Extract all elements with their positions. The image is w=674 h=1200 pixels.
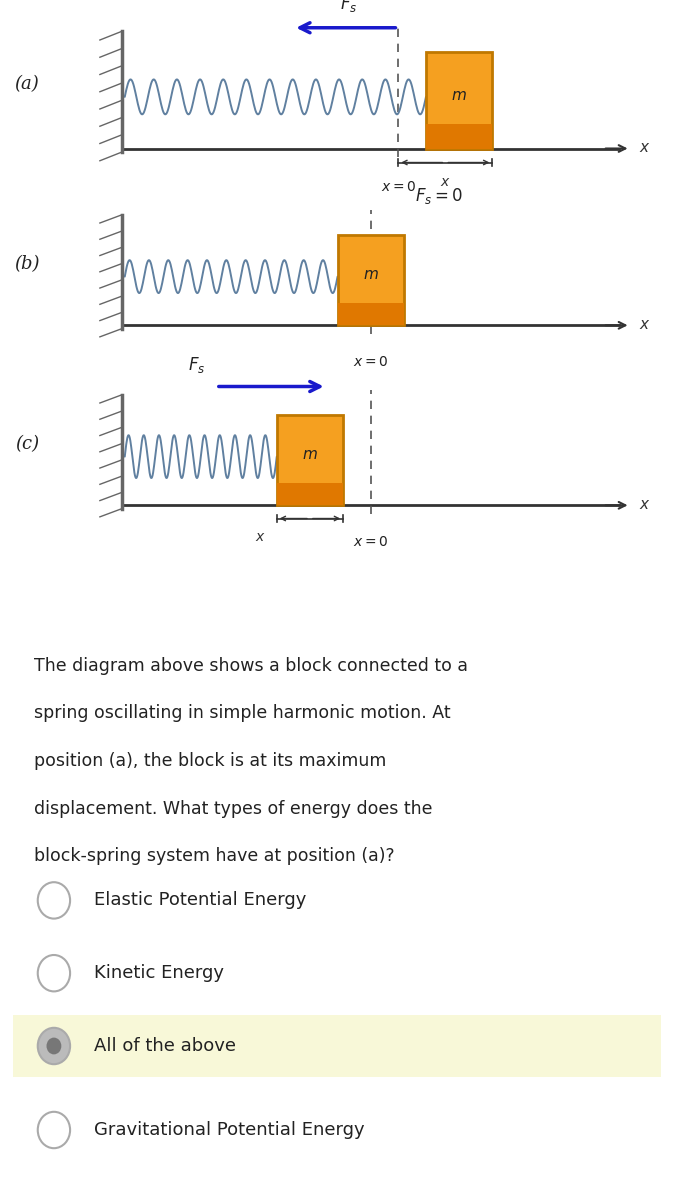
Ellipse shape [47,1038,61,1055]
Text: block-spring system have at position (a)?: block-spring system have at position (a)… [34,847,394,865]
Text: (c): (c) [15,436,39,454]
Text: $x$: $x$ [255,530,266,544]
Ellipse shape [38,1111,70,1148]
Text: The diagram above shows a block connected to a: The diagram above shows a block connecte… [34,656,468,674]
Text: $F_s = 0$: $F_s = 0$ [415,186,463,206]
Bar [277,414,343,505]
Text: (a): (a) [15,74,39,92]
Bar [426,53,492,149]
Bar [277,482,343,505]
Text: $m$: $m$ [451,89,467,102]
Bar [13,1015,661,1076]
Text: $m$: $m$ [302,449,318,462]
Text: Elastic Potential Energy: Elastic Potential Energy [94,892,307,910]
Text: $x$: $x$ [639,498,650,512]
Ellipse shape [38,882,70,919]
Text: $x$: $x$ [639,142,650,156]
Text: $F_s$: $F_s$ [340,0,357,13]
Bar [338,234,404,325]
Text: $F_s$: $F_s$ [188,355,206,374]
Text: $x$: $x$ [440,175,451,188]
Ellipse shape [38,1027,70,1064]
Text: $x$: $x$ [639,318,650,332]
Text: $x = 0$: $x = 0$ [381,180,416,194]
Text: Gravitational Potential Energy: Gravitational Potential Energy [94,1121,365,1139]
Text: displacement. What types of energy does the: displacement. What types of energy does … [34,799,432,817]
Text: $x = 0$: $x = 0$ [353,535,388,550]
Text: $m$: $m$ [363,269,379,282]
Text: All of the above: All of the above [94,1037,237,1055]
Ellipse shape [38,955,70,991]
Bar [338,302,404,325]
Text: $x = 0$: $x = 0$ [353,355,388,368]
Text: spring oscillating in simple harmonic motion. At: spring oscillating in simple harmonic mo… [34,704,450,722]
Text: (b): (b) [14,256,40,274]
Bar [426,125,492,149]
Text: Kinetic Energy: Kinetic Energy [94,965,224,982]
Text: position (a), the block is at its maximum: position (a), the block is at its maximu… [34,752,386,770]
